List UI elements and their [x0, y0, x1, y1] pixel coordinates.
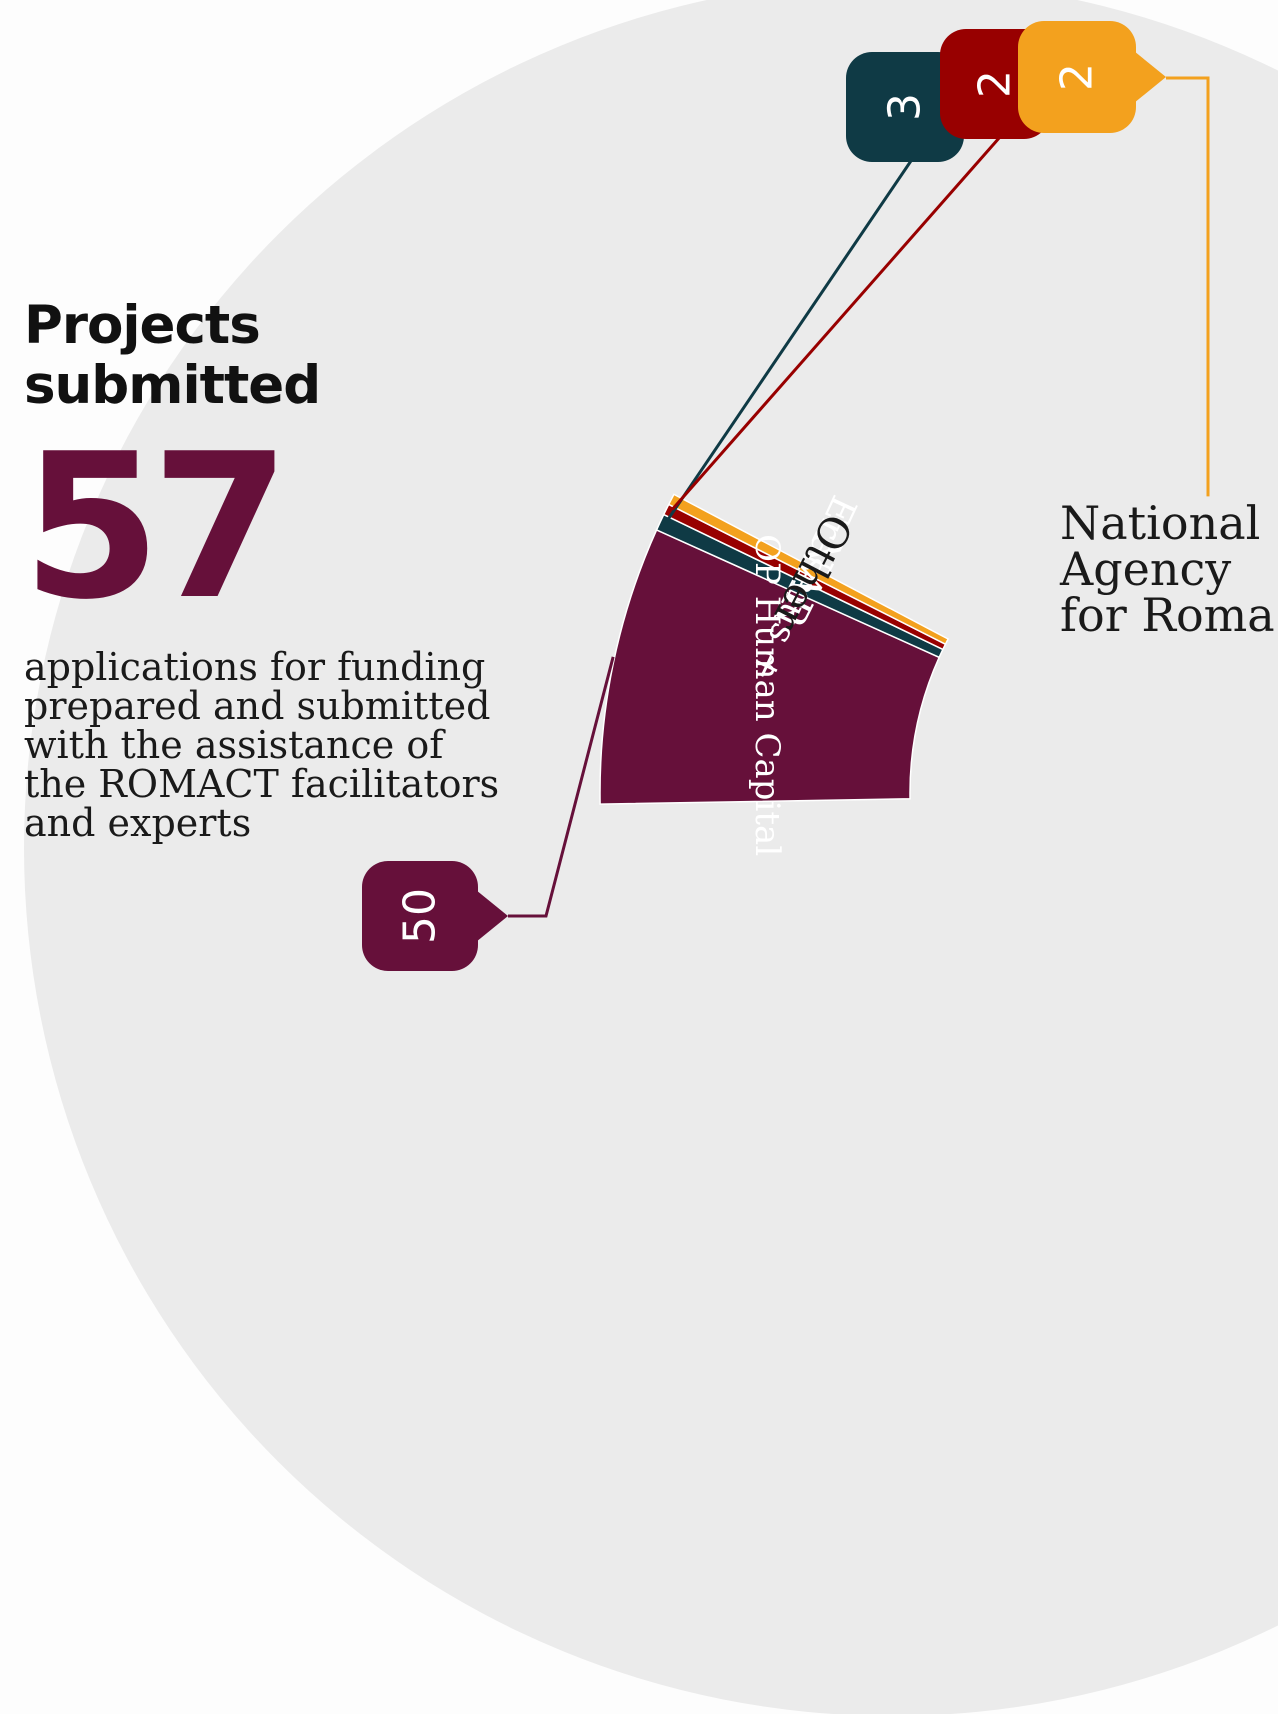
- callout-pointer-op-human-capital: [476, 890, 508, 942]
- center-label-line: for Roma: [1060, 588, 1275, 642]
- description-line: and experts: [24, 801, 252, 845]
- background-disc: [24, 0, 1278, 1714]
- callout-leader-op-human-capital: [508, 656, 615, 918]
- description-line: prepared and submitted: [24, 684, 491, 728]
- value-callouts: 50 3 2 2: [362, 21, 1210, 971]
- description-line: the ROMACT facilitators: [24, 762, 500, 806]
- callout-box-other: [1018, 21, 1136, 133]
- description-line: with the assistance of: [24, 723, 444, 767]
- slice-other: [667, 493, 950, 646]
- total-description: applications for funding prepared and su…: [24, 648, 524, 843]
- callout-leader-nar: [671, 128, 1009, 511]
- slice-label-op-human-capital: OP Human Capital: [747, 534, 787, 856]
- center-label-line: National: [1060, 496, 1261, 550]
- total-count: 57: [22, 411, 290, 644]
- description-line: applications for funding: [24, 645, 486, 689]
- donut-slices: [599, 493, 950, 805]
- callout-pointer-other: [1134, 51, 1166, 103]
- heading-line-1: Projects: [24, 295, 261, 356]
- value-label-other: 2: [1052, 63, 1103, 91]
- value-label-nar: 2: [970, 70, 1021, 98]
- value-label-op-human-capital: 50: [395, 888, 446, 944]
- callout-box-erasmus: [846, 52, 964, 162]
- callout-leader-erasmus: [664, 151, 919, 524]
- callout-leader-other: [1166, 76, 1210, 497]
- center-label-line: Agency: [1060, 542, 1232, 596]
- heading-line-2: submitted: [24, 355, 321, 416]
- chart-heading: Projects submitted: [24, 295, 321, 416]
- value-label-erasmus: 3: [880, 93, 931, 121]
- callout-box-op-human-capital: [362, 861, 478, 971]
- donut-center-label: National Agency for Roma: [1060, 500, 1275, 638]
